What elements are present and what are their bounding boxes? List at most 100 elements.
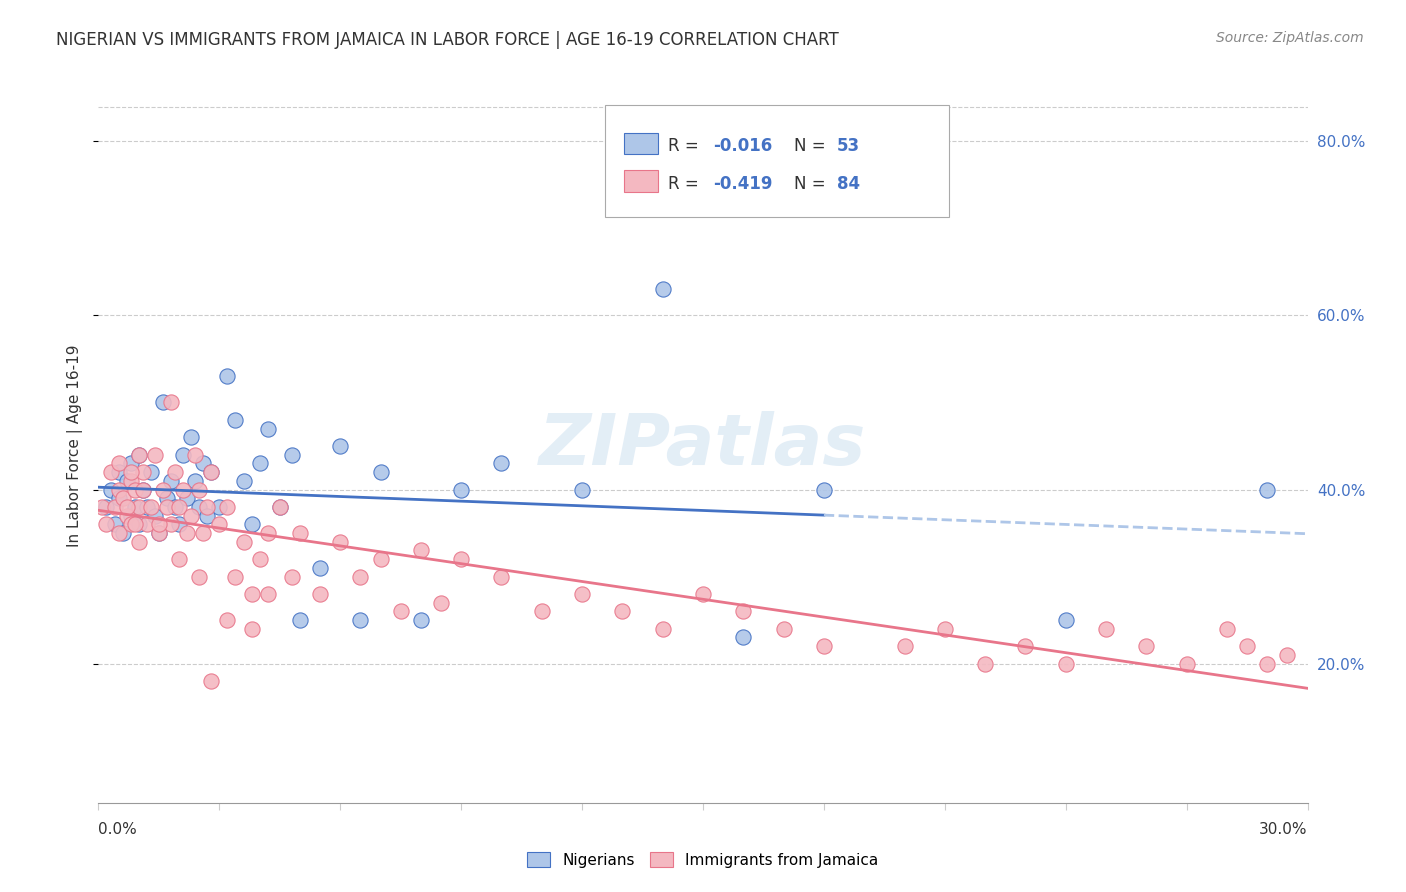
Point	[143, 508, 166, 523]
Point	[128, 448, 150, 462]
Point	[309, 561, 332, 575]
Point	[188, 483, 211, 497]
Point	[893, 639, 915, 653]
Point	[167, 517, 190, 532]
Point	[193, 457, 215, 471]
Point	[651, 282, 673, 296]
Point	[249, 552, 271, 566]
Point	[139, 465, 162, 479]
Point	[1054, 657, 1077, 671]
Point	[733, 604, 755, 618]
Point	[195, 500, 218, 514]
Text: 30.0%: 30.0%	[1260, 822, 1308, 837]
Point	[281, 448, 304, 462]
Point	[188, 500, 211, 514]
Point	[349, 569, 371, 583]
Point	[100, 483, 122, 497]
Point	[409, 613, 432, 627]
Text: ZIPatlas: ZIPatlas	[540, 411, 866, 481]
Point	[120, 465, 142, 479]
Point	[107, 491, 129, 506]
Point	[1054, 613, 1077, 627]
Point	[128, 500, 150, 514]
Point	[152, 395, 174, 409]
Point	[1256, 657, 1278, 671]
Point	[115, 508, 138, 523]
Point	[491, 569, 513, 583]
Point	[224, 569, 246, 583]
Point	[120, 508, 142, 523]
Point	[256, 526, 278, 541]
Point	[124, 483, 146, 497]
Point	[934, 622, 956, 636]
Point	[733, 631, 755, 645]
Point	[491, 457, 513, 471]
Text: N =: N =	[794, 137, 831, 155]
Point	[132, 465, 155, 479]
Point	[107, 526, 129, 541]
Point	[124, 500, 146, 514]
Point	[180, 430, 202, 444]
Point	[530, 604, 553, 618]
Point	[349, 613, 371, 627]
Point	[1277, 648, 1299, 662]
Point	[224, 413, 246, 427]
Point	[167, 500, 190, 514]
Point	[1014, 639, 1036, 653]
Point	[232, 474, 254, 488]
Point	[1236, 639, 1258, 653]
Point	[370, 465, 392, 479]
Point	[288, 526, 311, 541]
Point	[692, 587, 714, 601]
Point	[193, 526, 215, 541]
Point	[176, 491, 198, 506]
Text: N =: N =	[794, 175, 831, 193]
Point	[256, 587, 278, 601]
Point	[128, 448, 150, 462]
Point	[208, 517, 231, 532]
Point	[156, 491, 179, 506]
Point	[571, 587, 593, 601]
Point	[309, 587, 332, 601]
Point	[772, 622, 794, 636]
Point	[208, 500, 231, 514]
Point	[240, 622, 263, 636]
Point	[281, 569, 304, 583]
Point	[107, 457, 129, 471]
Point	[450, 483, 472, 497]
Point	[120, 474, 142, 488]
Point	[188, 569, 211, 583]
Point	[111, 491, 134, 506]
Point	[128, 517, 150, 532]
Point	[249, 457, 271, 471]
Point	[135, 517, 157, 532]
Point	[115, 474, 138, 488]
Point	[103, 517, 125, 532]
Point	[176, 526, 198, 541]
Text: -0.419: -0.419	[713, 175, 772, 193]
Point	[269, 500, 291, 514]
Point	[107, 483, 129, 497]
Point	[172, 448, 194, 462]
Point	[240, 517, 263, 532]
Point	[148, 517, 170, 532]
Point	[156, 500, 179, 514]
Text: 0.0%: 0.0%	[98, 822, 138, 837]
Point	[612, 604, 634, 618]
Point	[217, 369, 239, 384]
Point	[329, 534, 352, 549]
Point	[96, 517, 118, 532]
Point	[120, 457, 142, 471]
Point	[91, 500, 114, 514]
Point	[430, 596, 453, 610]
Point	[1175, 657, 1198, 671]
Point	[132, 483, 155, 497]
Point	[111, 526, 134, 541]
Legend: Nigerians, Immigrants from Jamaica: Nigerians, Immigrants from Jamaica	[522, 846, 884, 873]
Point	[288, 613, 311, 627]
Text: 53: 53	[837, 137, 859, 155]
Point	[139, 500, 162, 514]
Point	[1256, 483, 1278, 497]
Point	[160, 395, 183, 409]
Point	[409, 543, 432, 558]
